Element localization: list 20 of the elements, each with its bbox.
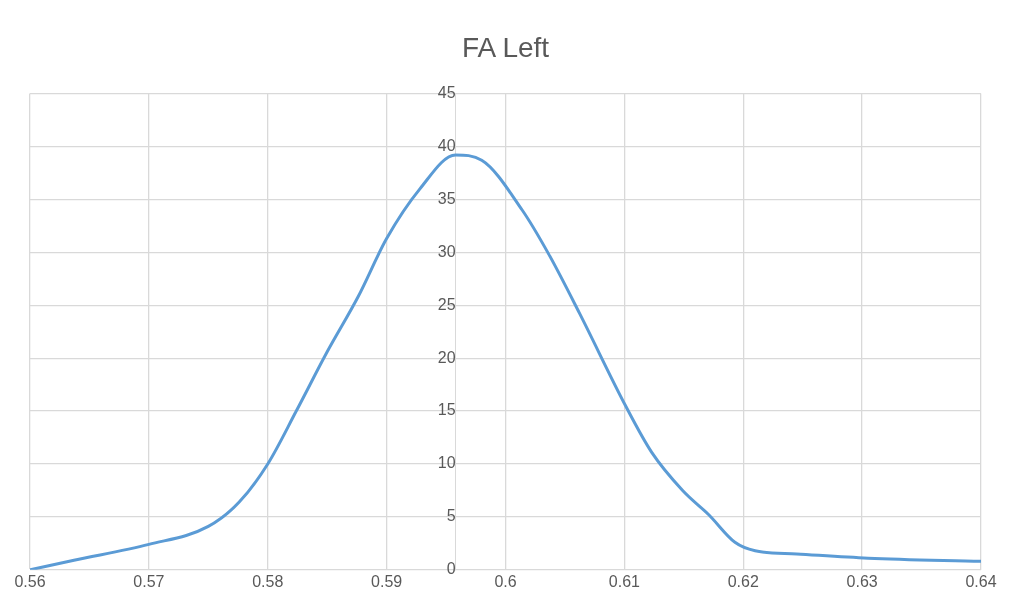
y-tick-label: 45 [437,84,456,102]
y-tick-label: 20 [437,348,456,366]
y-tick-label: 10 [437,454,456,472]
x-tick-label: 0.56 [14,572,46,590]
x-tick-label: 0.62 [727,572,759,590]
x-tick-label: 0.6 [494,572,517,590]
x-tick-label: 0.59 [371,572,403,590]
x-tick-label: 0.64 [965,572,997,590]
chart-title: FA Left [461,31,550,63]
y-tick-label: 5 [446,507,456,525]
y-tick-label: 25 [437,295,456,313]
y-tick-label: 35 [437,189,456,207]
x-tick-label: 0.61 [608,572,641,590]
y-tick-label: 0 [446,560,456,578]
y-tick-label: 15 [437,401,456,419]
x-tick-label: 0.58 [252,572,284,590]
x-tick-label: 0.57 [133,572,165,590]
x-tick-label: 0.63 [846,572,878,590]
y-tick-label: 40 [437,136,456,154]
y-tick-label: 30 [437,242,456,260]
